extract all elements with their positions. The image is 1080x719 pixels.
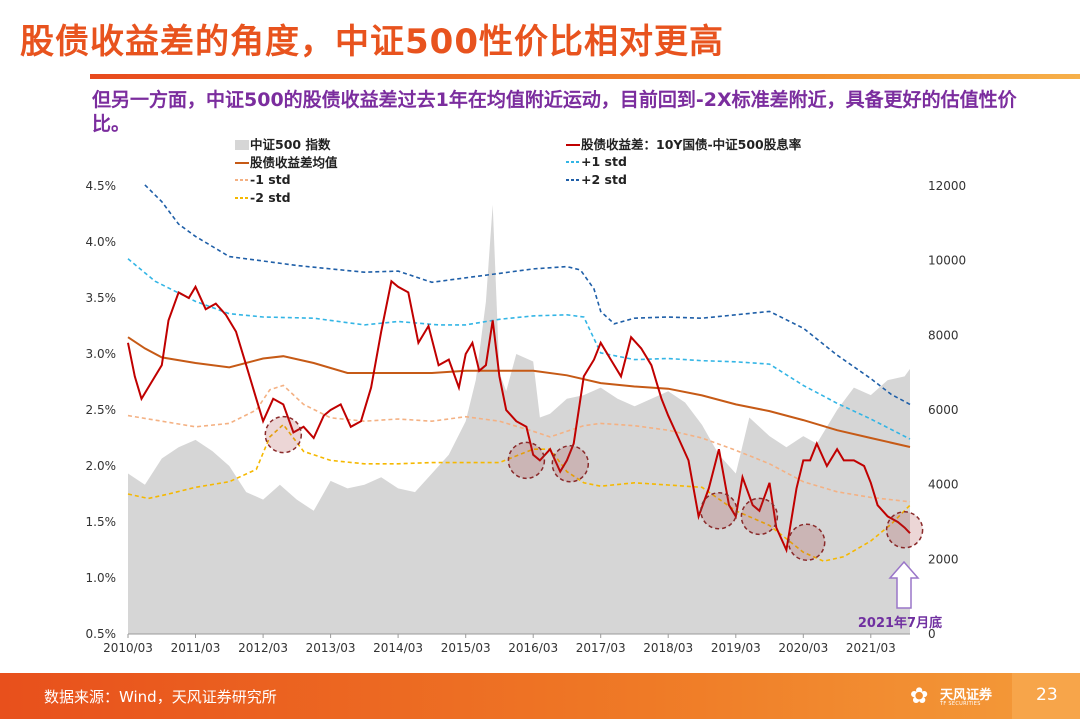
highlight-circle-1	[507, 441, 546, 480]
slide-subtitle: 但另一方面，中证500的股债收益差过去1年在均值附近运动，目前回到-2X标准差附…	[92, 89, 1017, 135]
left-tick-label: 2.0%	[86, 459, 117, 473]
x-tick-label: 2014/03	[373, 641, 423, 655]
right-tick-label: 4000	[928, 478, 959, 492]
x-tick-label: 2021/03	[846, 641, 896, 655]
legend-label: +2 std	[581, 172, 627, 187]
legend-label: 股债收益差均值	[250, 155, 338, 170]
x-tick-label: 2010/03	[103, 641, 153, 655]
legend-label: 中证500 指数	[250, 137, 331, 152]
x-tick-label: 2016/03	[508, 641, 558, 655]
annotation-label: 2021年7月底	[858, 615, 942, 631]
x-tick-label: 2013/03	[306, 641, 356, 655]
highlight-circle-3	[700, 492, 738, 530]
highlight-circle-4	[740, 497, 779, 536]
left-tick-label: 0.5%	[86, 627, 117, 641]
x-tick-label: 2019/03	[711, 641, 761, 655]
highlight-circle-2	[551, 445, 590, 483]
slide-title: 股债收益差的角度，中证500性价比相对更高	[20, 22, 724, 62]
series-line-2	[144, 184, 911, 406]
legend-label: 股债收益差：10Y国债-中证500股息率	[581, 137, 802, 152]
logo-subtext: TF SECURITIES	[940, 701, 981, 707]
left-tick-label: 2.5%	[86, 403, 117, 417]
page-number-box	[1012, 673, 1080, 719]
company-logo: ✿ 天风证券 TF SECURITIES	[910, 680, 1010, 714]
highlight-circle-5	[787, 523, 826, 561]
footer-source: 数据来源：Wind，天风证券研究所	[44, 688, 277, 706]
x-tick-label: 2012/03	[238, 641, 288, 655]
spread-chart: 0.5%1.0%1.5%2.0%2.5%3.0%3.5%4.0%4.5% 020…	[86, 137, 967, 655]
right-tick-label: 6000	[928, 403, 959, 417]
left-tick-label: 4.5%	[86, 179, 117, 193]
index-area-series	[128, 204, 910, 634]
index-area-layer	[128, 204, 910, 634]
legend-label: -1 std	[250, 172, 291, 187]
left-tick-label: 3.5%	[86, 291, 117, 305]
right-tick-label: 2000	[928, 552, 959, 566]
left-tick-label: 3.0%	[86, 347, 117, 361]
right-tick-label: 0	[928, 627, 936, 641]
left-tick-label: 4.0%	[86, 235, 117, 249]
series-line-5	[127, 279, 911, 554]
x-tick-label: 2017/03	[576, 641, 626, 655]
right-tick-label: 12000	[928, 179, 966, 193]
right-tick-label: 10000	[928, 254, 966, 268]
right-tick-label: 8000	[928, 328, 959, 342]
legend-label: -2 std	[250, 190, 291, 205]
series-line-4	[127, 423, 911, 563]
highlight-circles-layer	[264, 415, 924, 561]
left-axis-ticks: 0.5% 1.0% 1.5% 2.0% 2.5% 3.0% 3.5% 4.0% 4.5%	[86, 179, 117, 641]
logo-flower-icon: ✿	[910, 684, 929, 709]
logo-text: 天风证券	[940, 688, 993, 703]
x-tick-label: 2020/03	[778, 641, 828, 655]
annotation-arrow	[888, 560, 920, 609]
x-tick-label: 2011/03	[171, 641, 221, 655]
highlight-circle-0	[264, 415, 303, 454]
legend-swatch	[235, 140, 249, 150]
footer-bar: 数据来源：Wind，天风证券研究所 ✿ 天风证券 TF SECURITIES 2…	[0, 673, 1080, 719]
page-number: 23	[1036, 685, 1058, 705]
annotation-layer: 2021年7月底	[858, 560, 942, 631]
x-tick-label: 2018/03	[643, 641, 693, 655]
legend-label: +1 std	[581, 154, 627, 169]
left-tick-label: 1.5%	[86, 515, 117, 529]
axes-layer: 0.5%1.0%1.5%2.0%2.5%3.0%3.5%4.0%4.5% 020…	[86, 179, 967, 655]
x-tick-label: 2015/03	[441, 641, 491, 655]
highlight-circle-6	[885, 511, 924, 549]
series-line-3	[127, 384, 911, 503]
series-line-1	[127, 258, 911, 440]
series-lines-layer	[127, 184, 911, 563]
left-tick-label: 1.0%	[86, 571, 117, 585]
right-axis-ticks: 0 2000 4000 6000 8000 10000 12000	[928, 179, 966, 641]
title-underline	[90, 74, 1080, 79]
x-axis-ticks: 2010/03 2011/03 2012/03 2013/03 2014/03 2015/…	[103, 634, 896, 655]
